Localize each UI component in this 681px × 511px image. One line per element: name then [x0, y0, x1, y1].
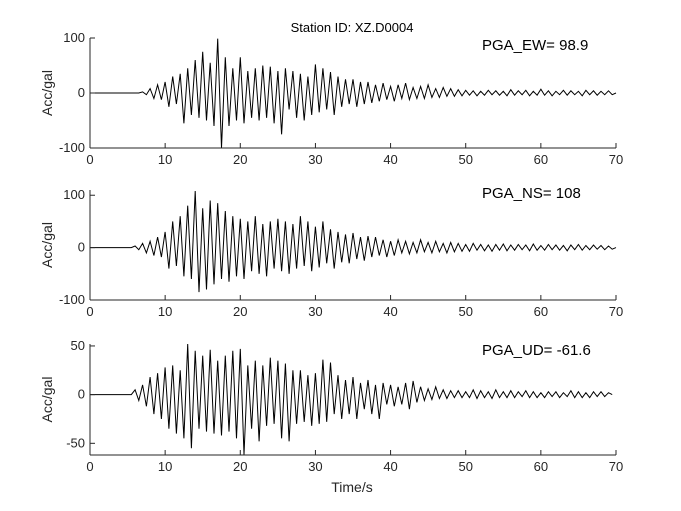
x-tick-label: 40	[383, 304, 397, 319]
x-tick-label: 0	[86, 152, 93, 167]
x-tick-label: 70	[609, 304, 623, 319]
y-axis-label: Acc/gal	[39, 222, 55, 268]
y-axis-label: Acc/gal	[39, 70, 55, 116]
waveform-line	[90, 190, 617, 293]
chart-title: Station ID: XZ.D0004	[291, 20, 414, 35]
x-tick-label: 50	[458, 304, 472, 319]
x-tick-label: 50	[458, 459, 472, 474]
x-tick-label: 0	[86, 459, 93, 474]
y-tick-label: -50	[66, 435, 85, 450]
x-tick-label: 70	[609, 459, 623, 474]
x-tick-label: 10	[158, 304, 172, 319]
x-tick-label: 30	[308, 304, 322, 319]
y-tick-label: 100	[63, 30, 85, 45]
x-tick-label: 40	[383, 152, 397, 167]
x-tick-label: 40	[383, 459, 397, 474]
y-tick-label: 100	[63, 187, 85, 202]
x-tick-label: 20	[233, 152, 247, 167]
x-tick-label: 60	[534, 152, 548, 167]
y-tick-label: -100	[59, 140, 85, 155]
x-tick-label: 10	[158, 152, 172, 167]
x-tick-label: 20	[233, 459, 247, 474]
y-axis-label: Acc/gal	[39, 377, 55, 423]
x-tick-label: 60	[534, 459, 548, 474]
x-tick-label: 30	[308, 459, 322, 474]
y-tick-label: 0	[78, 387, 85, 402]
x-tick-label: 20	[233, 304, 247, 319]
pga-annotation: PGA_UD= -61.6	[482, 342, 591, 359]
x-axis-label: Time/s	[331, 479, 372, 495]
y-tick-label: 50	[71, 338, 85, 353]
pga-annotation: PGA_NS= 108	[482, 185, 581, 202]
x-tick-label: 60	[534, 304, 548, 319]
x-tick-label: 50	[458, 152, 472, 167]
y-tick-label: 0	[78, 240, 85, 255]
waveform-line	[90, 343, 613, 455]
pga-annotation: PGA_EW= 98.9	[482, 37, 588, 54]
x-tick-label: 10	[158, 459, 172, 474]
x-tick-label: 70	[609, 152, 623, 167]
y-tick-label: 0	[78, 85, 85, 100]
y-tick-label: -100	[59, 292, 85, 307]
waveform-line	[90, 38, 617, 149]
x-tick-label: 0	[86, 304, 93, 319]
x-tick-label: 30	[308, 152, 322, 167]
